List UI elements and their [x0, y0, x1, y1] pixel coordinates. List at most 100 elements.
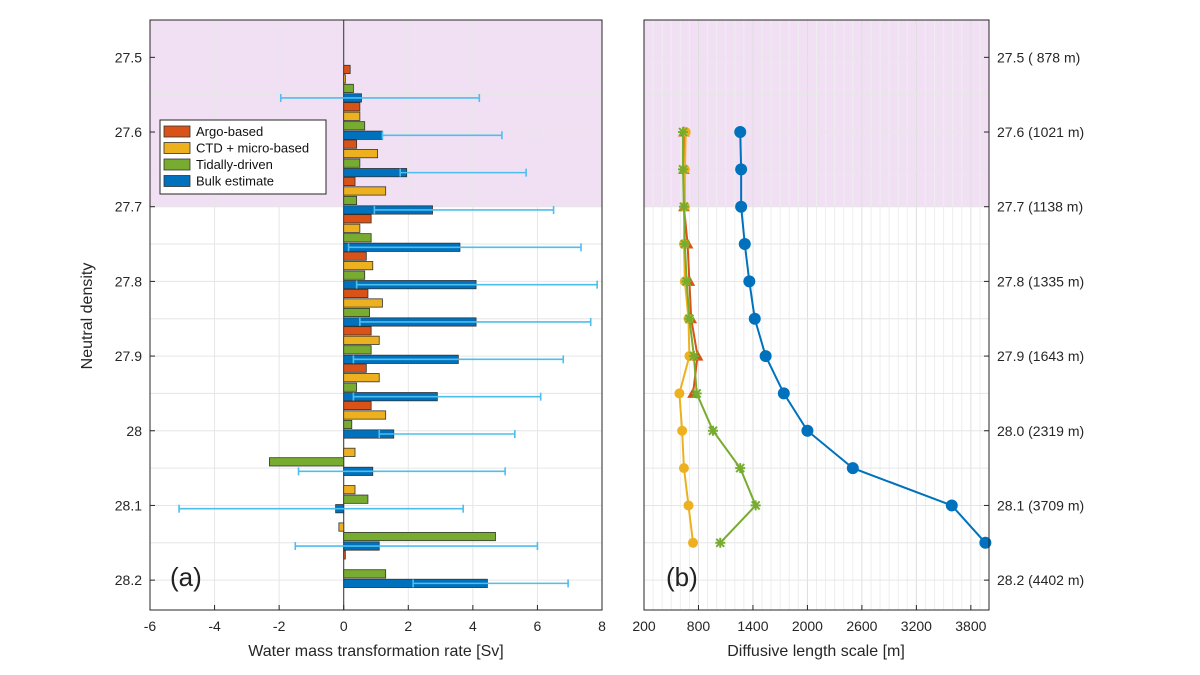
- panel-b-right-y-ticks: 27.5 ( 878 m) 27.6 (1021 m) 27.7 (1138 m) 2…: [984, 49, 1084, 588]
- bar-bulk: [343, 130, 383, 140]
- series-marker: [678, 127, 689, 138]
- y-tick-label: 27.8: [115, 273, 142, 289]
- star-stroke: [735, 463, 745, 473]
- x-tick-label: 800: [687, 618, 711, 634]
- x-tick-label: 8: [598, 618, 606, 634]
- x-tick-label: -4: [208, 618, 221, 634]
- bar-argo: [343, 326, 372, 336]
- series-marker: [688, 537, 699, 548]
- series-marker: [681, 276, 692, 287]
- panel-b-x-ticks: 200 800 1400 2000 2600 3200 3800: [632, 605, 987, 634]
- x-tick-label: 4: [469, 618, 477, 634]
- panel-a-frame: [149, 19, 603, 611]
- bar-tidal: [343, 307, 370, 318]
- series-marker: [743, 275, 756, 288]
- y-tick-label: 27.8 (1335 m): [997, 273, 1084, 289]
- y-tick-label: 28.0 (2319 m): [997, 423, 1084, 439]
- x-tick-label: 1400: [737, 618, 768, 634]
- star-stroke: [691, 388, 702, 399]
- bar-argo: [343, 139, 358, 149]
- bar-ctd: [343, 298, 383, 308]
- x-tick-label: 3200: [901, 618, 932, 634]
- bar-argo: [343, 400, 372, 411]
- bar-argo: [343, 176, 356, 187]
- legend-swatch: [163, 158, 191, 171]
- bar-tidal: [343, 233, 372, 243]
- legend-swatch: [163, 175, 191, 187]
- y-tick-label: 27.7 (1138 m): [997, 199, 1083, 215]
- series-marker: [738, 238, 751, 251]
- series-marker: [735, 200, 748, 213]
- series-marker: [735, 463, 746, 474]
- bar-tidal: [343, 195, 358, 206]
- series-marker: [683, 500, 694, 511]
- bar-ctd: [343, 149, 379, 159]
- y-tick-label: 27.6: [115, 124, 142, 140]
- y-tick-label: 28.1 (3709 m): [997, 497, 1084, 513]
- bar-tidal: [343, 345, 372, 355]
- panel-b: 200 800 1400 2000 2600 3200 3800 27.5 ( 878 m)…: [632, 19, 1084, 660]
- x-tick-label: 6: [534, 618, 542, 634]
- bar-ctd: [338, 522, 345, 532]
- bar-ctd: [343, 410, 387, 420]
- star-stroke: [708, 426, 718, 436]
- bar-argo: [343, 214, 372, 224]
- bar-argo: [343, 251, 367, 261]
- bar-argo: [343, 102, 361, 112]
- legend-entry: Bulk estimate: [196, 174, 274, 189]
- x-tick-label: 0: [340, 618, 348, 634]
- x-tick-label: 200: [632, 618, 656, 634]
- y-tick-label: 28.2: [115, 572, 142, 588]
- legend-swatch: [163, 142, 191, 154]
- series-marker: [678, 463, 689, 474]
- x-tick-label: 3800: [955, 618, 986, 634]
- series-marker: [945, 499, 958, 512]
- series-marker: [679, 239, 690, 250]
- series-marker: [759, 350, 772, 363]
- legend: Argo-based CTD + micro-basedTidally-drive…: [159, 119, 327, 195]
- star-stroke: [684, 314, 695, 324]
- bar-ctd: [343, 74, 346, 84]
- panel-a-x-axis-label: Water mass transformation rate [Sv]: [248, 643, 503, 660]
- series-marker: [684, 313, 695, 324]
- legend-entry: Argo-based: [196, 124, 263, 139]
- bar-ctd: [343, 447, 356, 457]
- series-marker: [734, 126, 747, 139]
- legend-swatch: [163, 125, 191, 138]
- series-marker: [674, 388, 685, 399]
- y-tick-label: 28: [126, 423, 142, 439]
- x-tick-label: 2: [404, 618, 412, 634]
- series-line: [682, 132, 757, 544]
- x-tick-label: -2: [273, 618, 286, 634]
- bar-tidal: [343, 382, 358, 392]
- series-marker: [801, 424, 814, 437]
- y-tick-label: 27.5 ( 878 m): [997, 49, 1080, 65]
- bar-bulk: [343, 168, 408, 178]
- legend-entry: Tidally-driven: [196, 157, 273, 172]
- y-tick-label: 27.9 (1643 m): [997, 348, 1084, 364]
- bar-tidal: [343, 83, 354, 93]
- series-marker: [678, 164, 689, 175]
- star-stroke: [681, 276, 692, 287]
- series-marker: [688, 351, 699, 362]
- bar-tidal: [343, 270, 366, 280]
- bar-argo: [343, 363, 367, 373]
- series-marker: [846, 462, 859, 475]
- panel-b-x-axis-label: Diffusive length scale [m]: [727, 643, 905, 660]
- star-stroke: [680, 239, 690, 249]
- bar-tidal: [343, 494, 369, 504]
- bar-ctd: [343, 223, 361, 233]
- y-tick-label: 27.5: [115, 49, 142, 65]
- legend-entry: CTD + micro-based: [196, 141, 309, 156]
- series-line: [739, 132, 987, 544]
- y-tick-label: 27.7: [115, 199, 142, 215]
- bar-tidal: [269, 457, 345, 467]
- bar-ctd: [343, 335, 380, 345]
- series-marker: [735, 163, 748, 176]
- star-stroke: [750, 500, 761, 511]
- series-marker: [750, 500, 761, 511]
- star-stroke: [678, 164, 688, 175]
- bar-ctd: [343, 111, 361, 121]
- star-stroke: [678, 127, 688, 137]
